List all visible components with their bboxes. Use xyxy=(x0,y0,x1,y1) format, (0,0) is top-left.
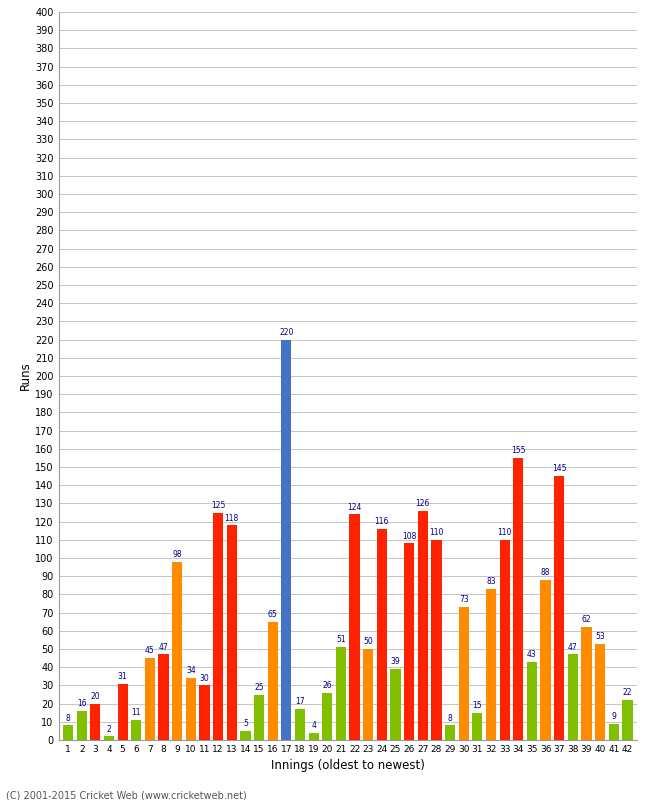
Bar xyxy=(145,658,155,740)
Text: 110: 110 xyxy=(497,528,512,537)
Text: 220: 220 xyxy=(279,328,294,337)
Text: 25: 25 xyxy=(254,682,264,692)
Text: 15: 15 xyxy=(473,701,482,710)
Bar xyxy=(77,711,87,740)
Bar xyxy=(404,543,414,740)
Bar xyxy=(295,709,305,740)
Bar xyxy=(131,720,142,740)
Bar xyxy=(432,540,441,740)
Bar xyxy=(622,700,632,740)
Bar xyxy=(486,589,496,740)
Bar xyxy=(336,647,346,740)
Text: 45: 45 xyxy=(145,646,155,655)
Text: 5: 5 xyxy=(243,719,248,728)
Bar xyxy=(459,607,469,740)
Bar xyxy=(63,726,73,740)
Bar xyxy=(554,476,564,740)
Text: 73: 73 xyxy=(459,595,469,605)
Text: 11: 11 xyxy=(131,708,141,718)
Bar xyxy=(227,526,237,740)
Text: 43: 43 xyxy=(527,650,537,659)
Text: 47: 47 xyxy=(568,642,578,652)
Text: (C) 2001-2015 Cricket Web (www.cricketweb.net): (C) 2001-2015 Cricket Web (www.cricketwe… xyxy=(6,790,247,800)
Text: 30: 30 xyxy=(200,674,209,682)
Bar xyxy=(322,693,332,740)
Text: 22: 22 xyxy=(623,688,632,698)
Text: 8: 8 xyxy=(448,714,452,722)
Text: 62: 62 xyxy=(582,615,592,625)
Text: 51: 51 xyxy=(336,635,346,645)
Text: 124: 124 xyxy=(347,502,362,511)
Text: 126: 126 xyxy=(415,499,430,508)
Text: 2: 2 xyxy=(107,725,111,734)
Bar xyxy=(200,686,209,740)
Bar xyxy=(254,694,264,740)
Text: 4: 4 xyxy=(311,721,316,730)
Text: 88: 88 xyxy=(541,568,551,577)
Bar xyxy=(186,678,196,740)
Text: 47: 47 xyxy=(159,642,168,652)
Bar xyxy=(418,510,428,740)
Text: 8: 8 xyxy=(66,714,70,722)
Bar xyxy=(500,540,510,740)
Text: 108: 108 xyxy=(402,532,417,541)
Bar xyxy=(240,731,250,740)
Bar xyxy=(350,514,359,740)
Bar xyxy=(377,529,387,740)
Text: 110: 110 xyxy=(429,528,443,537)
Bar xyxy=(608,724,619,740)
Text: 16: 16 xyxy=(77,699,86,708)
Text: 83: 83 xyxy=(486,578,496,586)
Bar xyxy=(527,662,537,740)
Text: 116: 116 xyxy=(374,517,389,526)
Text: 20: 20 xyxy=(90,692,100,701)
Text: 50: 50 xyxy=(363,638,373,646)
Text: 26: 26 xyxy=(322,681,332,690)
Bar xyxy=(159,654,168,740)
Bar xyxy=(281,339,291,740)
Text: 17: 17 xyxy=(295,698,305,706)
Bar xyxy=(473,713,482,740)
Text: 9: 9 xyxy=(612,712,616,721)
Bar xyxy=(90,704,101,740)
Text: 34: 34 xyxy=(186,666,196,675)
Text: 65: 65 xyxy=(268,610,278,619)
Text: 118: 118 xyxy=(225,514,239,522)
Bar xyxy=(445,726,455,740)
Bar xyxy=(391,669,400,740)
Bar xyxy=(118,683,128,740)
Bar xyxy=(595,643,605,740)
Text: 39: 39 xyxy=(391,658,400,666)
Bar xyxy=(172,562,182,740)
Bar xyxy=(581,627,592,740)
Y-axis label: Runs: Runs xyxy=(20,362,32,390)
Text: 53: 53 xyxy=(595,632,605,641)
Text: 155: 155 xyxy=(511,446,526,455)
Bar xyxy=(309,733,318,740)
Text: 31: 31 xyxy=(118,672,127,681)
X-axis label: Innings (oldest to newest): Innings (oldest to newest) xyxy=(271,759,424,773)
Text: 145: 145 xyxy=(552,464,567,474)
Text: 98: 98 xyxy=(172,550,182,559)
Bar xyxy=(514,458,523,740)
Bar xyxy=(567,654,578,740)
Bar xyxy=(268,622,278,740)
Bar xyxy=(540,580,551,740)
Bar xyxy=(104,736,114,740)
Text: 125: 125 xyxy=(211,501,226,510)
Bar xyxy=(213,513,223,740)
Bar xyxy=(363,649,373,740)
